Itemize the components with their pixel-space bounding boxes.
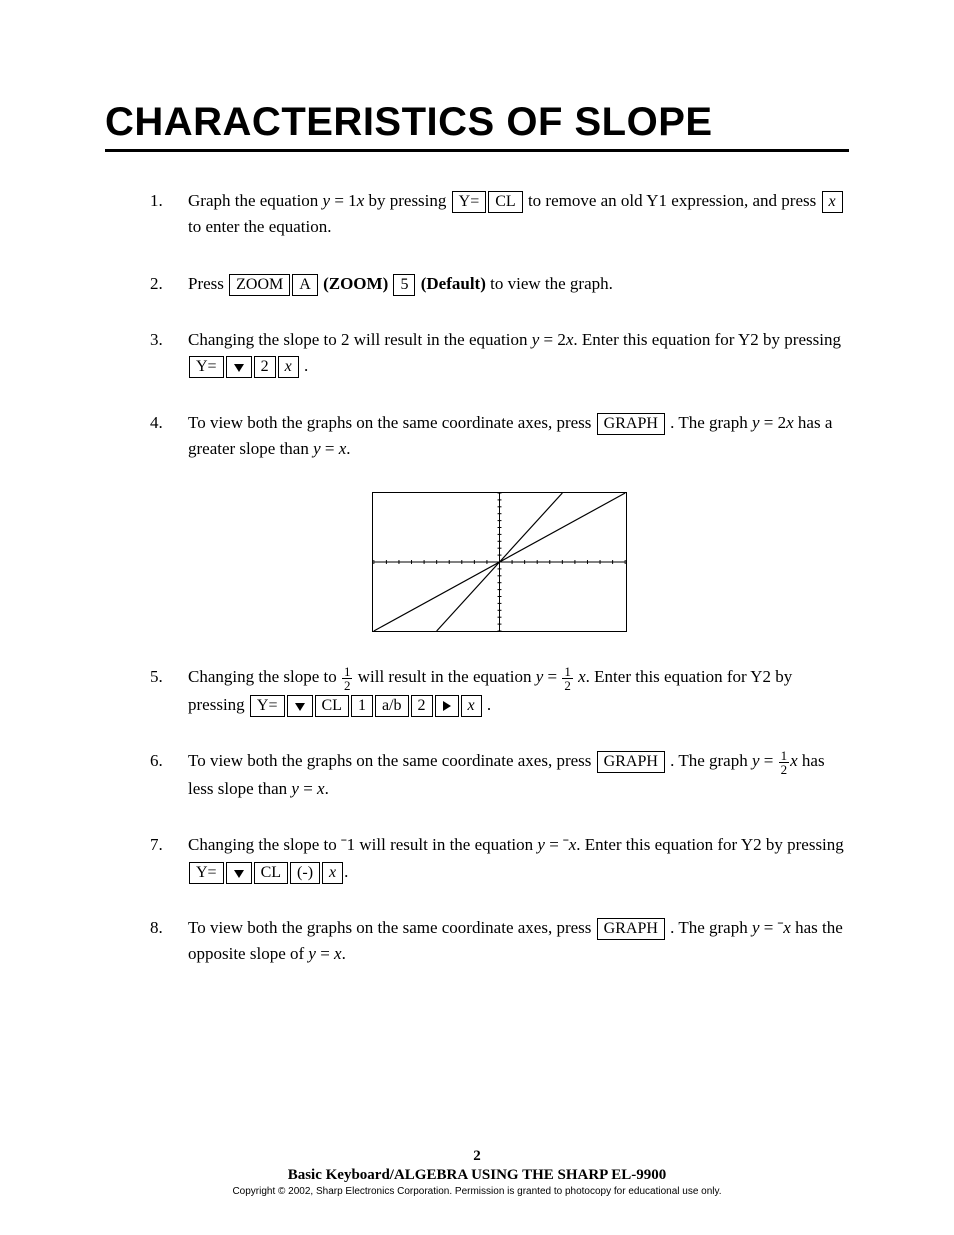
italic-text: y [752,413,760,432]
keycap: GRAPH [597,918,665,940]
keycap: ZOOM [229,274,290,296]
keycap: Y= [189,862,224,884]
fraction: 12 [562,665,573,692]
keycap: GRAPH [597,751,665,773]
italic-text: x [339,439,347,458]
keycap: Y= [250,695,285,717]
arrow-down-icon [287,695,313,717]
fraction: 12 [342,665,353,692]
instruction-step: 7.Changing the slope to ˉ1 will result i… [150,832,849,885]
instruction-list: 1.Graph the equation y = 1x by pressing … [105,188,849,968]
arrow-down-icon [226,356,252,378]
instruction-step: 8.To view both the graphs on the same co… [150,915,849,968]
italic-text: y [291,779,299,798]
copyright-text: Copyright © 2002, Sharp Electronics Corp… [0,1186,954,1197]
italic-text: y [323,191,331,210]
page-footer: 2 Basic Keyboard/ALGEBRA USING THE SHARP… [0,1148,954,1197]
fraction: 12 [779,749,790,776]
italic-text: x [790,751,798,770]
page-title: CHARACTERISTICS OF SLOPE [105,100,849,145]
keycap: CL [254,862,288,884]
calculator-graph [372,492,627,632]
italic-text: y [313,439,321,458]
step-number: 4. [150,410,163,436]
keycap: (-) [290,862,320,884]
italic-text: y [308,944,316,963]
italic-text: y [532,330,540,349]
keycap: A [292,274,318,296]
italic-text: y [752,751,760,770]
keycap: GRAPH [597,413,665,435]
instruction-step: 6.To view both the graphs on the same co… [150,748,849,802]
italic-text: x [357,191,365,210]
italic-text: y [536,667,544,686]
keycap: CL [315,695,349,717]
italic-text: x [578,667,586,686]
keycap: Y= [189,356,224,378]
keycap: a/b [375,695,409,717]
step-number: 5. [150,664,163,690]
instruction-step: 5.Changing the slope to 12 will result i… [150,664,849,718]
instruction-step: 2.Press ZOOMA (ZOOM) 5 (Default) to view… [150,271,849,297]
italic-text: x [786,413,794,432]
step-number: 2. [150,271,163,297]
keycap-variable: x [822,191,843,213]
italic-text: y [752,918,760,937]
page-number: 2 [0,1148,954,1165]
keycap: 2 [411,695,433,717]
italic-text: x [569,835,577,854]
title-container: CHARACTERISTICS OF SLOPE [105,100,849,152]
step-number: 8. [150,915,163,941]
keycap-variable: x [461,695,482,717]
instruction-step: 4.To view both the graphs on the same co… [150,410,849,463]
step-number: 6. [150,748,163,774]
keycap: Y= [452,191,487,213]
keycap: CL [488,191,522,213]
italic-text: y [537,835,545,854]
bold-text: (ZOOM) [319,274,393,293]
step-number: 1. [150,188,163,214]
keycap: 2 [254,356,276,378]
italic-text: x [334,944,342,963]
bold-text: (Default) [416,274,485,293]
step-number: 7. [150,832,163,858]
keycap-variable: x [322,862,343,884]
arrow-down-icon [226,862,252,884]
italic-text: x [317,779,325,798]
graph-container [150,492,849,632]
instruction-step: 3.Changing the slope to 2 will result in… [150,327,849,380]
keycap-variable: x [278,356,299,378]
instruction-step: 1.Graph the equation y = 1x by pressing … [150,188,849,241]
book-title: Basic Keyboard/ALGEBRA USING THE SHARP E… [0,1167,954,1184]
step-number: 3. [150,327,163,353]
italic-text: x [783,918,791,937]
keycap: 1 [351,695,373,717]
keycap: 5 [393,274,415,296]
arrow-right-icon [435,695,459,717]
italic-text: x [566,330,574,349]
